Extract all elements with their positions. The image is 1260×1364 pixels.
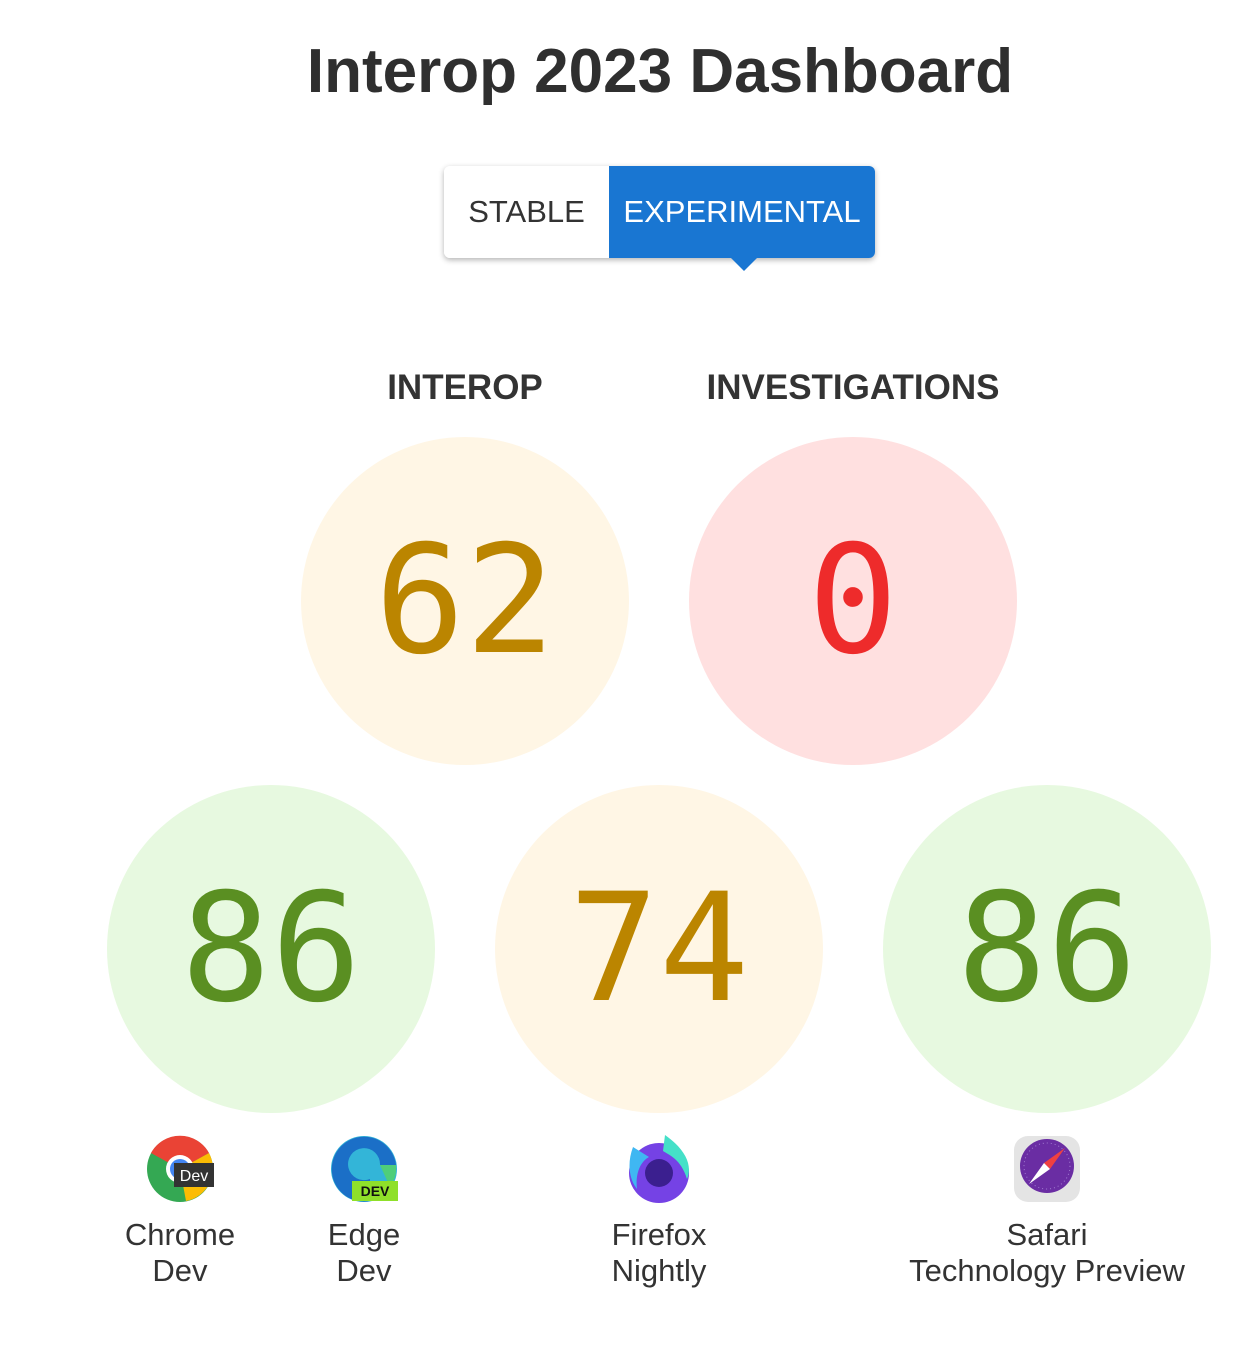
interop-header: INTEROP [387, 368, 543, 407]
browser-name-line1: Edge [327, 1217, 401, 1252]
browser-name-line2: Dev [152, 1253, 208, 1288]
browser-chrome-dev: Dev Chrome Dev [20, 1135, 340, 1289]
safari-tp-icon [1014, 1136, 1080, 1202]
firefox-nightly-icon [629, 1135, 689, 1203]
browser-name-line2: Technology Preview [909, 1253, 1185, 1288]
stable-button[interactable]: STABLE [444, 166, 609, 258]
chrome-dev-icon: Dev [147, 1135, 214, 1202]
browser-name-line1: Firefox [611, 1217, 707, 1252]
chrome-dev-badge: Dev [180, 1168, 208, 1185]
browser-safari-tp: Safari Technology Preview [887, 1135, 1207, 1289]
chromium-score: 86 [107, 785, 435, 1113]
interop-score: 62 [301, 437, 629, 765]
edge-dev-icon: DEV [331, 1136, 398, 1202]
browser-edge-dev: DEV Edge Dev [204, 1135, 524, 1289]
browser-firefox-nightly: Firefox Nightly [499, 1135, 819, 1289]
browser-name-line2: Nightly [611, 1253, 707, 1288]
browser-name-line1: Safari [1006, 1217, 1088, 1252]
channel-toggle: STABLE EXPERIMENTAL [444, 166, 875, 271]
investigations-score: 0 [689, 437, 1017, 765]
browser-name-line2: Dev [336, 1253, 392, 1288]
experimental-button[interactable]: EXPERIMENTAL [609, 166, 875, 271]
safari-score: 86 [883, 785, 1211, 1113]
firefox-score: 74 [495, 785, 823, 1113]
edge-dev-badge: DEV [361, 1183, 390, 1199]
page-title: Interop 2023 Dashboard [306, 37, 1014, 106]
browser-name-line1: Chrome [124, 1217, 236, 1252]
investigations-header: INVESTIGATIONS [706, 368, 1000, 407]
